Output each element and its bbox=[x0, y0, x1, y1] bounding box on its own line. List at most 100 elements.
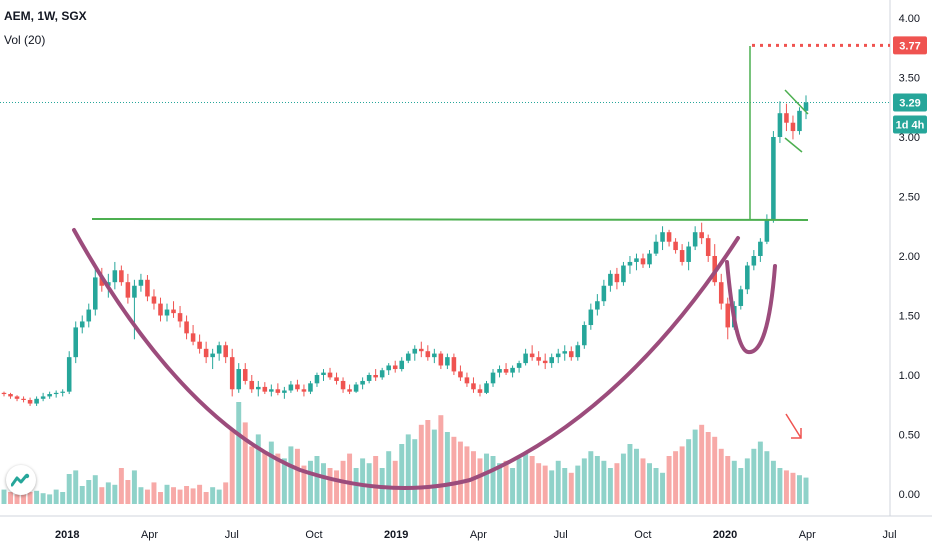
volume-bar bbox=[8, 492, 13, 504]
volume-bar bbox=[607, 468, 613, 504]
candle-body bbox=[666, 232, 672, 242]
candle-body bbox=[99, 277, 105, 286]
candle-body bbox=[301, 389, 307, 392]
candle-body bbox=[366, 375, 372, 381]
candle-body bbox=[725, 303, 731, 328]
last-price-badge-text: 3.29 bbox=[899, 97, 920, 109]
candle-body bbox=[555, 353, 561, 358]
volume-bar bbox=[392, 460, 398, 504]
candle-body bbox=[803, 102, 809, 111]
candle-body bbox=[484, 383, 489, 393]
pennant-lower bbox=[784, 137, 803, 153]
candle-body bbox=[327, 372, 333, 378]
countdown-badge bbox=[893, 115, 927, 134]
time-axis[interactable]: 2018 Apr Jul Oct 2019 Apr Jul Oct 2020 Apr Jul bbox=[0, 515, 932, 541]
candle-body bbox=[640, 258, 646, 265]
candle-body bbox=[119, 270, 124, 283]
candle-body bbox=[536, 357, 541, 361]
volume-bar bbox=[797, 475, 802, 504]
candle-body bbox=[321, 372, 326, 375]
volume-bar bbox=[699, 424, 705, 504]
price-tick-label: 4.00 bbox=[899, 13, 920, 25]
candle-body bbox=[660, 232, 665, 242]
volume-bar bbox=[229, 429, 235, 504]
volume-bar bbox=[503, 460, 509, 504]
candle-body bbox=[582, 325, 587, 346]
target-price-badge bbox=[893, 36, 927, 55]
volume-bar bbox=[555, 460, 561, 504]
volume-bar bbox=[627, 444, 633, 504]
candle-body bbox=[392, 365, 398, 370]
volume-bar bbox=[386, 451, 392, 504]
candle-body bbox=[295, 384, 300, 390]
candle-body bbox=[745, 265, 750, 290]
volume-bar bbox=[47, 494, 53, 504]
symbol-legend[interactable]: AEM, 1W, SGX bbox=[4, 9, 87, 23]
volume-bar bbox=[203, 492, 209, 504]
price-tick-label: 2.50 bbox=[899, 192, 920, 204]
candle-body bbox=[275, 389, 281, 393]
volume-bar bbox=[757, 441, 763, 504]
volume-bar bbox=[770, 460, 776, 504]
volume-bar bbox=[236, 402, 242, 504]
candle-body bbox=[203, 348, 209, 358]
volume-bar bbox=[86, 480, 92, 504]
volume-bar bbox=[321, 463, 326, 504]
candle-body bbox=[223, 345, 228, 358]
volume-bar bbox=[60, 492, 66, 504]
candle-body bbox=[125, 282, 131, 298]
time-tick-label: 2020 bbox=[713, 529, 737, 541]
candle-body bbox=[412, 348, 418, 354]
time-tick-label: Apr bbox=[799, 529, 816, 541]
candle-body bbox=[242, 369, 248, 381]
volume-bar bbox=[164, 484, 170, 504]
candle-body bbox=[229, 357, 235, 390]
volume-bar bbox=[718, 448, 724, 504]
candle-body bbox=[653, 241, 659, 254]
volume-bar bbox=[249, 446, 255, 504]
price-axis[interactable]: 0.00 0.50 1.00 1.50 2.00 2.50 3.00 3.50 4.00 bbox=[889, 0, 920, 516]
volume-bar bbox=[738, 468, 744, 504]
candle-body bbox=[112, 270, 118, 283]
volume-bar bbox=[79, 486, 85, 504]
volume-bar bbox=[125, 480, 131, 504]
candle-body bbox=[177, 313, 183, 322]
volume-series bbox=[1, 402, 809, 504]
volume-bar bbox=[647, 463, 652, 504]
candle-body bbox=[601, 285, 607, 302]
candle-body bbox=[93, 277, 98, 310]
volume-bar bbox=[327, 468, 333, 504]
volume-bar bbox=[425, 420, 431, 504]
candle-body bbox=[360, 380, 365, 385]
time-tick-label: Apr bbox=[470, 529, 487, 541]
volume-bar bbox=[803, 477, 809, 504]
volume-bar bbox=[405, 434, 411, 504]
cup-curve bbox=[72, 228, 740, 490]
candle-body bbox=[262, 386, 268, 392]
red-arrow bbox=[785, 413, 802, 439]
volume-legend[interactable]: Vol (20) bbox=[4, 33, 46, 47]
volume-bar bbox=[712, 436, 718, 504]
volume-bar bbox=[529, 456, 535, 504]
volume-bar bbox=[744, 458, 750, 504]
candle-body bbox=[236, 369, 242, 390]
volume-bar bbox=[360, 458, 366, 504]
volume-bar bbox=[464, 446, 470, 504]
volume-bar bbox=[21, 493, 27, 504]
volume-bar bbox=[790, 472, 796, 504]
candle-body bbox=[314, 375, 320, 384]
candle-body bbox=[464, 377, 470, 384]
candle-body bbox=[647, 253, 652, 265]
time-tick-label: Apr bbox=[141, 529, 158, 541]
candle-body bbox=[347, 389, 352, 392]
tradingview-logo[interactable] bbox=[6, 465, 36, 495]
candle-body bbox=[66, 357, 72, 392]
candle-body bbox=[132, 285, 137, 298]
volume-bar bbox=[575, 465, 581, 504]
price-tick-label: 0.50 bbox=[899, 430, 920, 442]
volume-bar bbox=[660, 472, 666, 504]
candle-body bbox=[692, 232, 698, 247]
candle-body bbox=[216, 345, 222, 354]
candle-body bbox=[477, 389, 483, 393]
